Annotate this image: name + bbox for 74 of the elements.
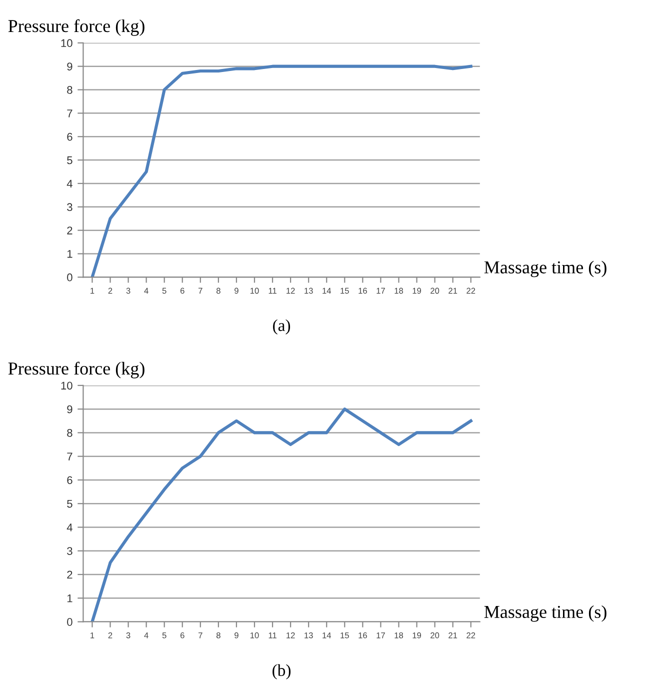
x-tick-label: 4 (144, 288, 148, 294)
x-tick-label: 22 (466, 632, 476, 638)
x-tick-label: 21 (448, 632, 458, 638)
x-tick-label: 18 (394, 288, 404, 294)
y-tick-label: 3 (67, 203, 72, 212)
y-tick-label: 6 (67, 476, 72, 484)
x-tick-label: 7 (198, 288, 202, 294)
x-tick-label: 4 (144, 632, 148, 638)
x-tick-label: 17 (376, 632, 385, 638)
x-tick-label: 2 (108, 632, 112, 638)
x-tick-label: 21 (448, 288, 458, 294)
x-tick-label: 19 (412, 288, 422, 294)
y-tick-label: 4 (66, 524, 72, 532)
x-tick-label: 11 (268, 288, 276, 294)
x-tick-label: 16 (358, 632, 367, 638)
x-tick-label: 7 (198, 632, 202, 638)
y-tick-label: 6 (67, 132, 72, 141)
x-tick-label: 13 (304, 288, 313, 294)
x-tick-label: 14 (322, 288, 332, 294)
text: (b) (272, 664, 291, 680)
x-tick-label: 15 (340, 288, 349, 294)
x-tick-label: 10 (250, 288, 259, 294)
y-tick-label: 5 (67, 500, 72, 508)
x-tick-label: 12 (286, 632, 295, 638)
x-tick-label: 10 (250, 632, 259, 638)
y-tick-label: 8 (67, 86, 72, 94)
x-axis-title: Massage time (s) (484, 605, 606, 622)
y-tick-label: 5 (67, 156, 72, 164)
x-tick-label: 5 (162, 288, 166, 294)
x-tick-label: 17 (376, 288, 385, 294)
x-tick-label: 14 (322, 632, 332, 638)
x-tick-label: 9 (234, 632, 238, 638)
y-tick-label: 9 (67, 405, 72, 414)
y-tick-label: 7 (67, 110, 72, 118)
x-tick-label: 18 (394, 632, 404, 638)
y-tick-label: 10 (61, 39, 72, 48)
x-tick-label: 2 (108, 288, 112, 294)
y-tick-label: 7 (67, 452, 72, 460)
x-tick-label: 16 (358, 288, 367, 294)
x-tick-label: 6 (180, 288, 184, 294)
x-tick-label: 12 (286, 288, 295, 294)
y-tick-label: 3 (67, 547, 72, 555)
x-tick-label: 9 (234, 288, 238, 294)
y-axis-title: Pressure force (kg) (8, 19, 144, 36)
y-tick-label: 1 (67, 250, 72, 258)
x-tick-label: 11 (268, 632, 276, 638)
y-axis-title: Pressure force (kg) (8, 362, 144, 378)
y-tick-label: 0 (67, 273, 72, 282)
y-tick-label: 2 (67, 570, 72, 579)
x-tick-label: 6 (180, 632, 184, 638)
x-axis-title: Massage time (s) (484, 260, 606, 278)
y-tick-label: 0 (67, 618, 72, 626)
x-tick-label: 3 (126, 288, 130, 294)
x-tick-label: 13 (304, 632, 313, 638)
x-tick-label: 8 (216, 632, 220, 638)
line-series (90, 408, 472, 622)
text: (a) (273, 319, 290, 334)
x-tick-label: 3 (126, 632, 130, 638)
line-series (90, 64, 472, 278)
y-tick-label: 10 (61, 382, 72, 390)
y-tick-label: 4 (66, 180, 72, 188)
y-tick-label: 1 (67, 594, 72, 602)
x-tick-label: 1 (90, 632, 94, 638)
x-tick-label: 8 (216, 288, 220, 294)
x-tick-label: 15 (340, 632, 349, 638)
x-tick-label: 20 (430, 632, 440, 638)
x-tick-label: 20 (430, 288, 440, 294)
x-tick-label: 1 (90, 288, 94, 294)
x-tick-label: 19 (412, 632, 422, 638)
y-tick-label: 2 (67, 226, 72, 234)
y-tick-label: 9 (67, 62, 72, 70)
x-tick-label: 5 (162, 632, 166, 638)
y-tick-label: 8 (67, 428, 72, 437)
x-tick-label: 22 (466, 288, 476, 294)
